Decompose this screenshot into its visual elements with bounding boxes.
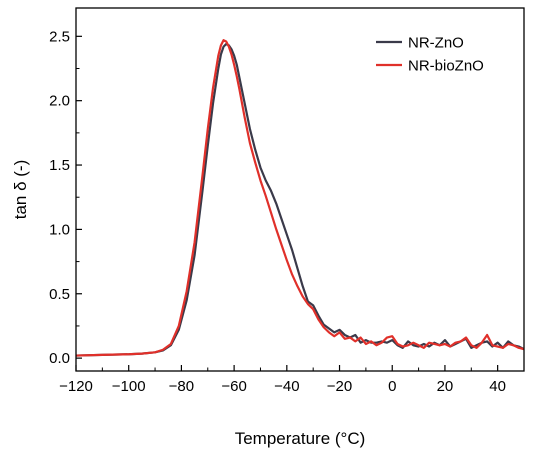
x-tick-label: 40: [489, 378, 506, 395]
x-tick-label: −60: [221, 378, 246, 395]
plot-background: [76, 8, 524, 371]
y-axis-title: tan δ (-): [11, 160, 30, 220]
x-tick-label: −40: [274, 378, 299, 395]
plot-frame: [75, 7, 525, 372]
y-tick-label: 2.0: [49, 93, 70, 110]
legend-label: NR-ZnO: [408, 35, 464, 52]
series-layer: [76, 39, 524, 357]
x-axis-title: Temperature (°C): [235, 429, 366, 448]
y-tick-label: 0.0: [49, 350, 70, 367]
ticks-layer: −120 −100 −80 −60 −40 −20 0 20 40 0.0 0.5 1.0 1.5 2.0…: [49, 28, 506, 395]
x-tick-label: −120: [59, 378, 93, 395]
y-tick-label: 1.0: [49, 221, 70, 238]
y-tick-label: 0.5: [49, 286, 70, 303]
legend: NR-ZnO NR-bioZnO: [376, 35, 484, 75]
y-tick-label: 1.5: [49, 157, 70, 174]
x-tick-label: −20: [327, 378, 352, 395]
y-tick-label: 2.5: [49, 28, 70, 45]
x-tick-label: −100: [112, 378, 146, 395]
series-line-2: [76, 39, 524, 357]
legend-label: NR-bioZnO: [408, 58, 484, 75]
x-tick-label: 0: [388, 378, 396, 395]
x-tick-label: 20: [437, 378, 454, 395]
x-tick-label: −80: [169, 378, 194, 395]
